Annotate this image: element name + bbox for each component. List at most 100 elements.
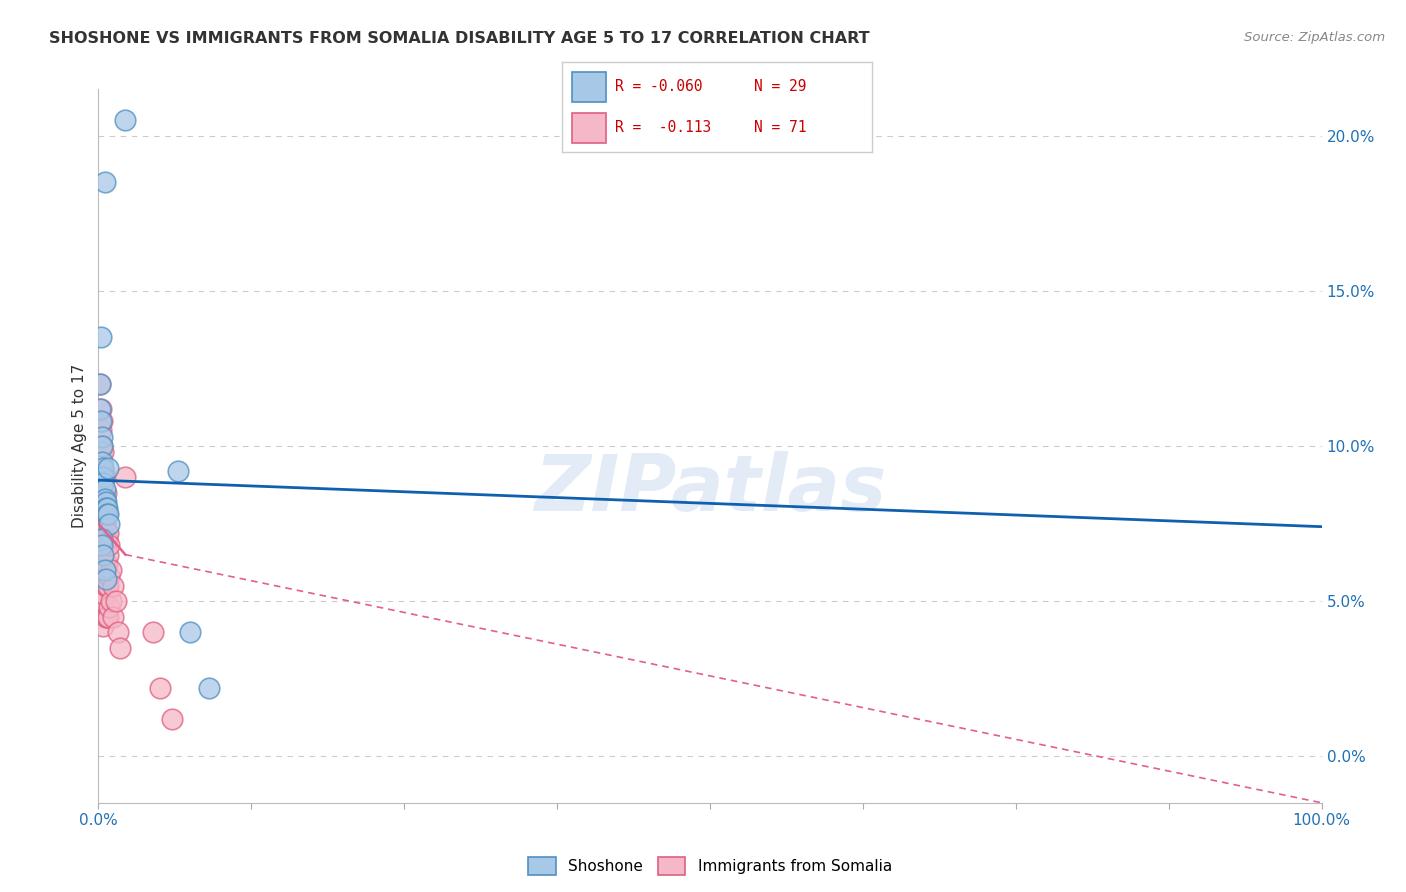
Point [96,532,118,546]
Point [91,464,114,478]
Point [91,454,114,468]
Point [97,525,120,540]
Point [96,579,118,593]
Point [93,563,115,577]
Point [167,464,190,478]
Point [90,501,112,516]
Point [90,445,112,459]
Point [94,573,117,587]
Legend: Shoshone, Immigrants from Somalia: Shoshone, Immigrants from Somalia [522,851,898,880]
Point [104,594,127,608]
Point [91,538,114,552]
Point [98,516,121,531]
Point [94,532,117,546]
Point [94,557,117,571]
Point [91,460,114,475]
Point [91,430,114,444]
Text: Source: ZipAtlas.com: Source: ZipAtlas.com [1244,31,1385,45]
Point [94,508,117,522]
Point [96,557,118,571]
Point [93,588,115,602]
Point [94,501,117,516]
Point [179,625,201,640]
Point [197,681,219,695]
Point [89,495,111,509]
Point [91,569,114,583]
Point [96,508,118,522]
Point [90,330,112,344]
Point [97,609,120,624]
Point [89,532,111,546]
Point [142,625,165,640]
Point [160,712,183,726]
Point [89,439,111,453]
Point [114,113,136,128]
Point [91,476,114,491]
Point [89,508,111,522]
Y-axis label: Disability Age 5 to 17: Disability Age 5 to 17 [72,364,87,528]
Point [93,516,115,531]
Point [93,538,115,552]
Point [94,495,117,509]
Point [97,508,120,522]
Point [98,538,121,552]
Text: N = 71: N = 71 [754,120,807,135]
Point [91,439,114,453]
Point [89,454,111,468]
Point [89,376,111,391]
Text: SHOSHONE VS IMMIGRANTS FROM SOMALIA DISABILITY AGE 5 TO 17 CORRELATION CHART: SHOSHONE VS IMMIGRANTS FROM SOMALIA DISA… [49,31,870,46]
Text: N = 29: N = 29 [754,79,807,95]
Point [90,414,112,428]
Point [90,464,112,478]
Point [149,681,172,695]
Point [97,460,120,475]
Point [93,483,115,497]
Point [90,424,112,438]
Point [93,175,115,189]
Bar [572,113,606,143]
Point [91,525,114,540]
Point [91,532,114,546]
Point [94,579,117,593]
Point [91,470,114,484]
Point [110,640,132,655]
Point [91,548,114,562]
Point [91,414,114,428]
Point [98,569,121,583]
Point [91,508,114,522]
Point [89,470,111,484]
Point [91,548,114,562]
Point [96,508,118,522]
Point [91,594,114,608]
Point [89,414,111,428]
Text: R =  -0.113: R = -0.113 [614,120,711,135]
Point [91,594,114,608]
Point [101,609,124,624]
Point [100,563,122,577]
Point [91,445,114,459]
Point [90,563,112,577]
Point [91,485,114,500]
Point [107,625,129,640]
Point [90,516,112,531]
Point [89,376,111,391]
Point [93,491,115,506]
Point [93,470,115,484]
Point [91,548,114,562]
Point [91,569,114,583]
Point [114,470,136,484]
Point [97,579,120,593]
Point [93,563,115,577]
Point [90,532,112,546]
Point [89,401,111,416]
Text: ZIPatlas: ZIPatlas [534,450,886,527]
Point [90,401,112,416]
Point [98,600,121,615]
Point [90,485,112,500]
Point [94,609,117,624]
Point [100,594,122,608]
Point [91,464,114,478]
Bar [572,72,606,102]
Point [91,525,114,540]
Point [91,619,114,633]
